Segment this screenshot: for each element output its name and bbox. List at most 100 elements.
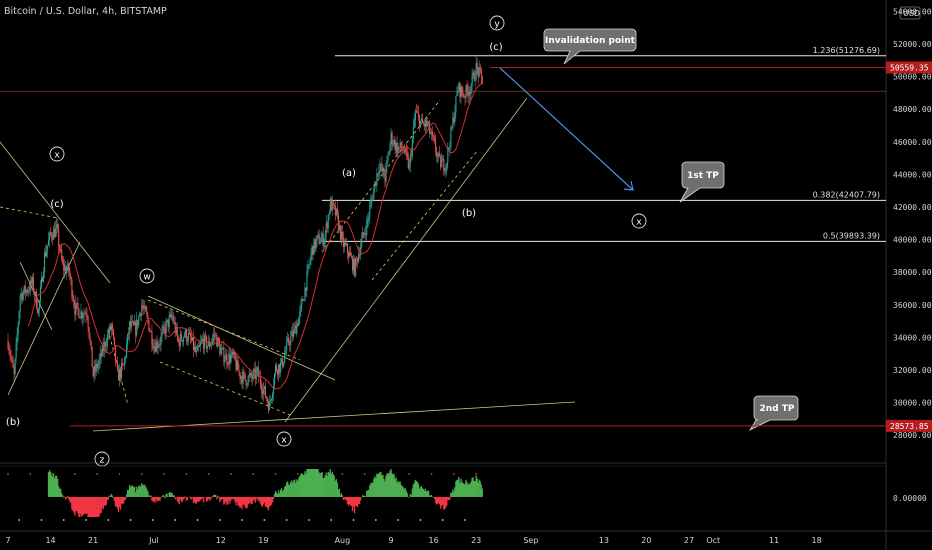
candle-body [296, 323, 298, 334]
candle-body [52, 237, 54, 240]
candle-body [332, 201, 334, 205]
dashed-channel[interactable] [371, 149, 479, 281]
candle-body [212, 337, 214, 342]
wave-labels: x (c) (b) w z x (a) (b) y (c) x [6, 15, 647, 467]
candle-body [387, 154, 389, 160]
oscillator-tick: 0.00000 [893, 494, 927, 503]
candle-body [250, 373, 252, 378]
moving-average-line[interactable] [27, 82, 483, 390]
callout-second-tp[interactable]: 2nd TP [748, 395, 799, 431]
candle-body [124, 358, 126, 366]
candle-body [34, 291, 36, 296]
candle-body [78, 309, 80, 319]
candle-body [210, 344, 212, 347]
candle-body [410, 154, 412, 156]
candle-body [333, 204, 335, 206]
candle-body [375, 181, 377, 186]
price-tick-label: 46000.00 [893, 138, 932, 147]
candle-body [472, 72, 474, 75]
candle-body [457, 90, 459, 93]
projection-arrow[interactable] [499, 67, 634, 191]
candle-body [239, 372, 241, 379]
dashed-trendline[interactable] [0, 206, 59, 219]
callout-first-tp[interactable]: 1st TP [679, 161, 725, 203]
candle-body [182, 337, 184, 342]
candle-body [241, 376, 243, 384]
oscillator-dot [73, 473, 76, 475]
fib-level-label: 0.382(42407.79) [813, 190, 880, 199]
time-tick-label: Oct [706, 536, 720, 545]
candle-body [106, 334, 108, 346]
candle-body [400, 142, 402, 149]
oscillator-dot [397, 519, 400, 521]
candle-body [249, 373, 251, 376]
time-axis[interactable]: 7 14 21 Jul 12 19 Aug 9 16 23 Sep 13 20 27 Oct 11 18 [5, 536, 821, 545]
candle-body [283, 362, 285, 367]
candle-body [354, 259, 356, 276]
candle-body [200, 342, 202, 346]
candle-body [476, 63, 478, 69]
candle-body [9, 350, 11, 356]
candle-body [83, 313, 85, 317]
fib-levels[interactable]: 1.236(51276.69) 0.382(42407.79) 0.5(39893.… [0, 46, 886, 242]
candle-body [435, 141, 437, 153]
candle-body [62, 259, 64, 265]
oscillator-dot [174, 519, 177, 521]
wave-label-circle [489, 15, 505, 31]
candle-body [16, 334, 18, 344]
channel-lower[interactable] [284, 97, 528, 423]
candle-body [134, 322, 136, 325]
oscillator-dot [85, 519, 87, 521]
candle-body [70, 276, 72, 280]
candle-body [162, 326, 164, 332]
wave-label: (c) [489, 42, 502, 53]
candle-body [168, 316, 170, 328]
candle-body [89, 337, 91, 341]
callout-invalidation[interactable]: Invalidation point [543, 28, 637, 65]
trendline[interactable] [0, 141, 111, 284]
candle-body [59, 246, 61, 251]
candle-body [369, 206, 371, 218]
candle-body [8, 347, 10, 351]
candle-body [234, 352, 236, 361]
candle-body [163, 326, 165, 328]
trendline[interactable] [147, 295, 336, 381]
candle-body [408, 164, 410, 169]
candle-body [15, 343, 17, 359]
candle-body [115, 361, 118, 363]
candle-body [416, 111, 418, 113]
candle-body [413, 120, 415, 127]
candle-body [256, 367, 258, 371]
candle-body [245, 380, 247, 386]
candle-body [294, 325, 296, 330]
oscillator-dot [441, 519, 444, 521]
candle-body [67, 263, 69, 270]
candle-body [329, 198, 331, 214]
price-axis[interactable]: 28000.00 30000.00 32000.00 34000.00 36000.00… [893, 7, 932, 440]
candle-body [344, 242, 347, 245]
candle-body [173, 321, 175, 323]
candle-body [479, 67, 481, 70]
candle-body [154, 346, 156, 352]
candle-body [338, 225, 340, 231]
time-tick-label: 9 [388, 536, 393, 545]
candle-body [131, 321, 133, 327]
candle-body [377, 173, 379, 175]
price-tick-label: 54000.00 [893, 7, 932, 16]
time-tick-label: Jul [148, 536, 159, 545]
candle-body [143, 307, 145, 309]
candle-body [440, 156, 442, 168]
candle-body [290, 336, 292, 346]
candle-body [75, 302, 77, 315]
currency-badge[interactable] [899, 6, 921, 20]
candle-body [177, 336, 179, 342]
oscillator-dot [430, 473, 433, 475]
candle-body [361, 238, 363, 247]
candle-body [364, 233, 366, 235]
candle-body [311, 246, 313, 254]
time-tick-label: 14 [45, 536, 55, 545]
candle-body [291, 331, 293, 337]
candle-body [152, 344, 154, 349]
candle-body [411, 138, 413, 156]
